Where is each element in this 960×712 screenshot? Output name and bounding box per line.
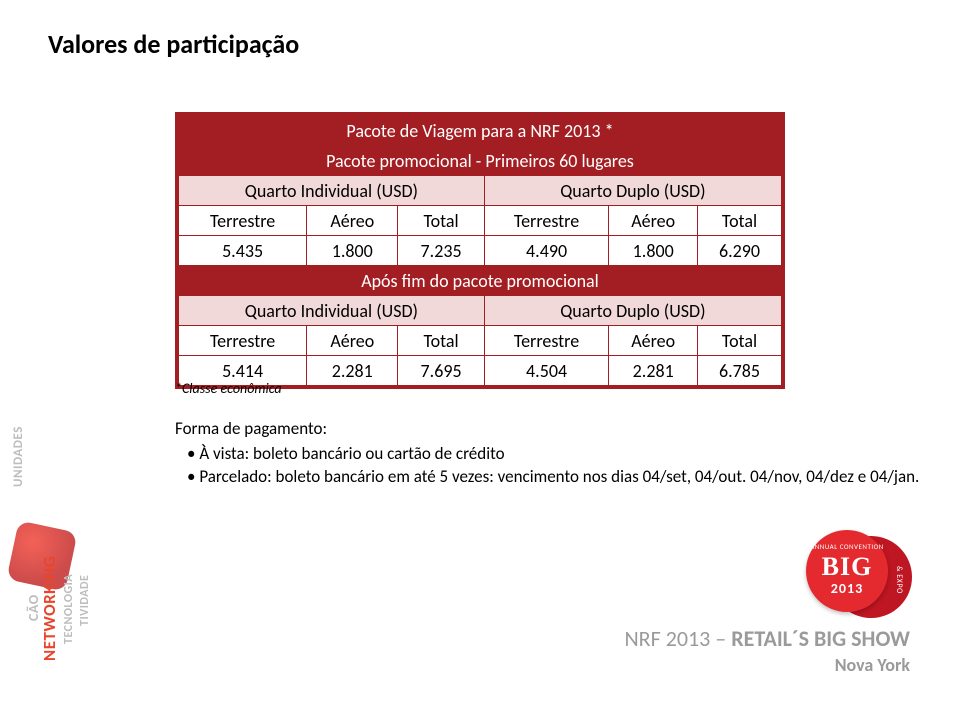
col-header: Terrestre (484, 326, 609, 356)
col-header: Aéreo (307, 206, 398, 236)
col-header: Aéreo (609, 326, 698, 356)
cell: 6.785 (698, 356, 782, 386)
badge-year: 2013 (806, 580, 888, 597)
side-art: UNIDADESCÃONETWORKINGTECNOLOGIATIVIDADE (18, 472, 113, 642)
badge-front-circle: ANNUAL CONVENTION BIG 2013 (806, 530, 888, 612)
col-header: Terrestre (179, 326, 307, 356)
side-art-word: TECNOLOGIA (62, 574, 76, 644)
promo-header-2: Após fim do pacote promocional (179, 266, 782, 296)
table-title: Pacote de Viagem para a NRF 2013 * (179, 116, 782, 146)
side-art-word: TIVIDADE (78, 575, 92, 626)
col-header: Terrestre (179, 206, 307, 236)
footnote: *Classe econômica (175, 380, 282, 397)
side-art-word: NETWORKING (39, 556, 60, 661)
cell: 1.800 (307, 236, 398, 266)
cell: 4.504 (484, 356, 609, 386)
cell: 5.435 (179, 236, 307, 266)
payment-item: Parcelado: boleto bancário em até 5 veze… (185, 466, 919, 489)
col-header: Total (698, 206, 782, 236)
badge-big: BIG (806, 552, 888, 582)
promo-header-1: Pacote promocional - Primeiros 60 lugare… (179, 146, 782, 176)
col-header: Aéreo (307, 326, 398, 356)
col-group-duplo: Quarto Duplo (USD) (484, 176, 781, 206)
cell: 1.800 (609, 236, 698, 266)
col-group-individual: Quarto Individual (USD) (179, 176, 485, 206)
event-badge: & EXPO ANNUAL CONVENTION BIG 2013 (806, 530, 912, 622)
pricing-table-grid: Pacote de Viagem para a NRF 2013 * Pacot… (178, 115, 782, 386)
col-header: Total (698, 326, 782, 356)
payment-item: À vista: boleto bancário ou cartão de cr… (185, 443, 919, 466)
col-header: Total (398, 206, 484, 236)
col-header: Aéreo (609, 206, 698, 236)
footer-strong: RETAIL´S BIG SHOW (731, 625, 910, 652)
footer-prefix: NRF 2013 – (624, 625, 731, 652)
payment-heading: Forma de pagamento: (175, 418, 919, 441)
cell: 2.281 (609, 356, 698, 386)
badge-back-text: & EXPO (894, 566, 904, 594)
col-group-individual: Quarto Individual (USD) (179, 296, 485, 326)
col-group-duplo: Quarto Duplo (USD) (484, 296, 781, 326)
cell: 2.281 (307, 356, 398, 386)
cell: 6.290 (698, 236, 782, 266)
cell: 7.235 (398, 236, 484, 266)
page-title: Valores de participação (48, 28, 299, 60)
payment-block: Forma de pagamento: À vista: boleto banc… (175, 418, 919, 489)
col-header: Total (398, 326, 484, 356)
footer: NRF 2013 – RETAIL´S BIG SHOW Nova York (624, 625, 910, 676)
side-art-word: UNIDADES (11, 426, 26, 487)
footer-line-2: Nova York (624, 654, 910, 676)
badge-top-arc: ANNUAL CONVENTION (806, 542, 888, 551)
cell: 4.490 (484, 236, 609, 266)
col-header: Terrestre (484, 206, 609, 236)
cell: 7.695 (398, 356, 484, 386)
pricing-table: Pacote de Viagem para a NRF 2013 * Pacot… (175, 112, 785, 389)
footer-line-1: NRF 2013 – RETAIL´S BIG SHOW (624, 625, 910, 652)
